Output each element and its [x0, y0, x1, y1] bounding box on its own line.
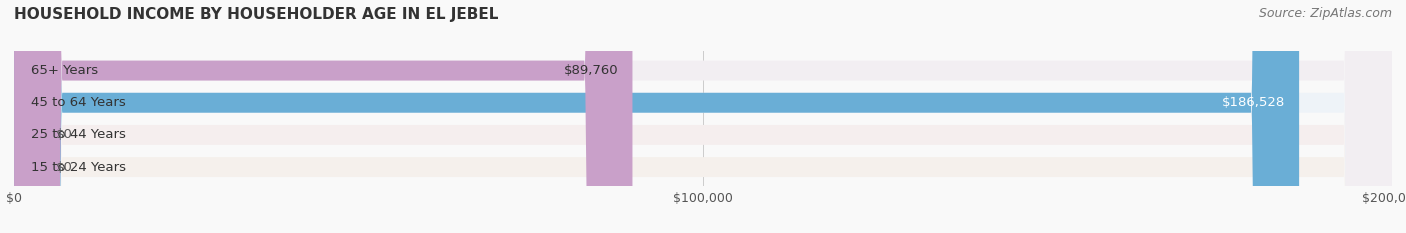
Text: $0: $0 — [55, 161, 72, 174]
Text: 15 to 24 Years: 15 to 24 Years — [31, 161, 127, 174]
Text: HOUSEHOLD INCOME BY HOUSEHOLDER AGE IN EL JEBEL: HOUSEHOLD INCOME BY HOUSEHOLDER AGE IN E… — [14, 7, 499, 22]
Text: Source: ZipAtlas.com: Source: ZipAtlas.com — [1258, 7, 1392, 20]
Text: 25 to 44 Years: 25 to 44 Years — [31, 128, 127, 141]
Text: $0: $0 — [55, 128, 72, 141]
FancyBboxPatch shape — [14, 0, 1299, 233]
Text: 65+ Years: 65+ Years — [31, 64, 98, 77]
FancyBboxPatch shape — [14, 0, 1392, 233]
FancyBboxPatch shape — [14, 0, 633, 233]
Text: $89,760: $89,760 — [564, 64, 619, 77]
Text: $186,528: $186,528 — [1222, 96, 1285, 109]
Text: 45 to 64 Years: 45 to 64 Years — [31, 96, 127, 109]
FancyBboxPatch shape — [14, 0, 1392, 233]
FancyBboxPatch shape — [14, 0, 1392, 233]
FancyBboxPatch shape — [14, 0, 1392, 233]
